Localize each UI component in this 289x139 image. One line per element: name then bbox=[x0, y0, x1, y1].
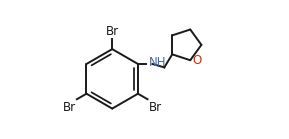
Text: O: O bbox=[192, 54, 201, 67]
Text: Br: Br bbox=[62, 101, 75, 114]
Text: NH: NH bbox=[149, 56, 166, 69]
Text: Br: Br bbox=[148, 101, 162, 114]
Text: Br: Br bbox=[106, 25, 119, 38]
